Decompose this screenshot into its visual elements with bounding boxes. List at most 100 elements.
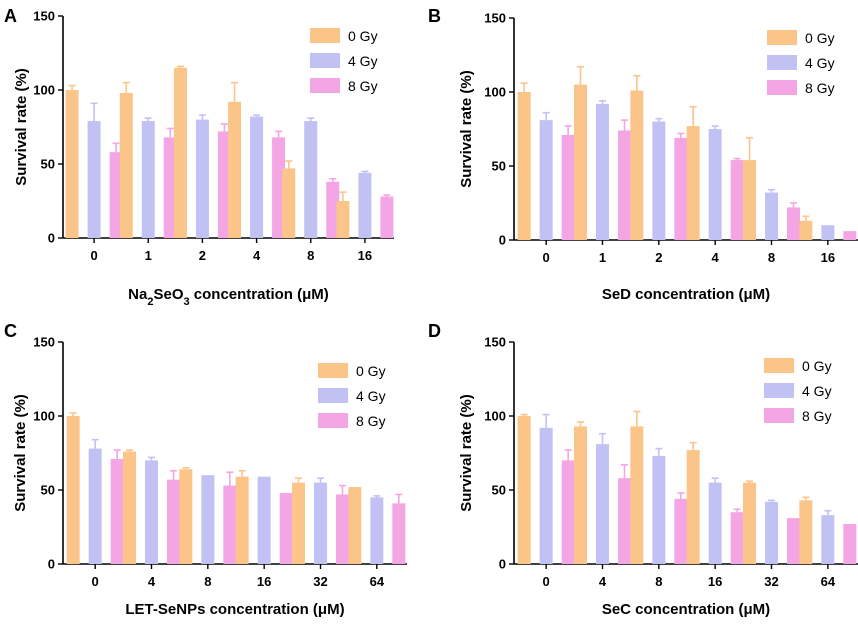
- panel-d-bar: [652, 455, 666, 564]
- panel-d-legend-swatch: [764, 358, 794, 373]
- panel-b-bar: [630, 90, 644, 241]
- panel-d-x-tick-label: 16: [708, 574, 722, 589]
- panel-a-bar: [195, 119, 209, 238]
- panel-b-x-axis-title: SeD concentration (μM): [602, 286, 770, 303]
- panel-a-y-tick-label: 0: [48, 231, 55, 246]
- panel-b-legend-swatch: [767, 55, 797, 70]
- panel-a-bar: [336, 201, 350, 238]
- panel-a-bar: [358, 172, 372, 238]
- panel-d-bar: [708, 482, 722, 564]
- panel-c-x-tick-label: 64: [370, 574, 385, 589]
- panel-a-x-tick-label: 1: [145, 248, 152, 263]
- panel-d-bar: [787, 518, 800, 564]
- panel-b-y-axis-title: Survival rate (%): [458, 70, 475, 188]
- panel-a-y-tick-label: 50: [41, 157, 55, 172]
- panel-c-bar: [392, 503, 406, 564]
- panel-c-bar: [201, 475, 215, 564]
- panel-a-legend-swatch: [310, 78, 340, 93]
- panel-a-bar: [65, 90, 79, 238]
- panel-a-bar: [272, 137, 286, 238]
- panel-c-legend-label: 4 Gy: [356, 388, 386, 404]
- panel-c-legend-swatch: [318, 388, 348, 403]
- panel-b-bar: [618, 130, 631, 240]
- panel-a-x-tick-label: 4: [253, 248, 261, 263]
- panel-a-legend-swatch: [310, 28, 340, 43]
- panel-c-legend-label: 8 Gy: [356, 413, 386, 429]
- panel-a-bar: [119, 92, 133, 239]
- panel-c: C 0 50 100 150 0 4 8 16 32 64 LET-SeNPs concentrati…: [4, 321, 407, 618]
- panel-c-y-tick-label: 150: [33, 335, 55, 350]
- panel-d-y-tick-label: 100: [484, 409, 506, 424]
- panel-b-x-tick-label: 4: [712, 250, 720, 265]
- panel-a-bar: [163, 137, 177, 238]
- panel-b: B 0 50 100 150 0 1 2 4 8 16 SeD concentration (μM) S…: [428, 6, 858, 303]
- panel-b-y-tick-label: 150: [484, 11, 506, 26]
- panel-b-x-tick-label: 16: [821, 250, 835, 265]
- panel-d-bar: [743, 482, 756, 564]
- panel-a-x-tick-label: 8: [307, 248, 314, 263]
- panel-b-bar: [730, 160, 744, 240]
- panel-a-legend-label: 8 Gy: [348, 78, 378, 94]
- panel-d-x-tick-label: 8: [655, 574, 662, 589]
- panel-c-bar: [223, 485, 237, 564]
- panel-d-x-tick-label: 64: [821, 574, 836, 589]
- panel-d-bar: [574, 426, 587, 564]
- panel-d-bar: [821, 515, 835, 564]
- panel-d-bar: [686, 450, 700, 564]
- panel-a-bar: [173, 67, 187, 238]
- panel-a-bar: [217, 131, 231, 238]
- panel-a-bar: [380, 196, 394, 238]
- panel-b-y-tick-label: 50: [492, 159, 506, 174]
- panel-a: A 0 50 100 150 0 1 2 4 8 16 Na2SeO3 concentration (…: [4, 6, 394, 308]
- panel-b-legend-label: 8 Gy: [805, 80, 835, 96]
- panel-a-label: A: [4, 6, 17, 26]
- panel-c-bar: [370, 497, 384, 564]
- panel-c-bar: [167, 479, 180, 564]
- panel-d-bar: [843, 524, 857, 564]
- panel-c-legend-swatch: [318, 363, 348, 378]
- panel-c-bar: [314, 482, 327, 564]
- panel-d-y-tick-label: 150: [484, 335, 506, 350]
- panel-a-legend-label: 0 Gy: [348, 28, 378, 44]
- panel-c-bar: [145, 460, 158, 564]
- panel-b-bar: [561, 134, 575, 240]
- panel-d-bar: [517, 416, 531, 564]
- panel-c-y-tick-label: 0: [48, 557, 55, 572]
- panel-d-bar: [674, 498, 688, 564]
- panel-a-bar: [87, 121, 101, 238]
- panel-c-legend-label: 0 Gy: [356, 363, 386, 379]
- panel-d-legend-swatch: [764, 408, 794, 423]
- panel-d-bar: [618, 478, 631, 564]
- panel-d-legend-label: 4 Gy: [802, 383, 832, 399]
- panel-d-bar: [799, 500, 813, 564]
- panel-d: D 0 50 100 150 0 4 8 16 32 64 SeC concentration (μM…: [428, 321, 858, 618]
- panel-b-bar: [517, 92, 531, 240]
- panel-b-bar: [743, 160, 756, 240]
- panel-c-bar: [235, 476, 249, 564]
- panel-d-legend-swatch: [764, 383, 794, 398]
- panel-b-bar: [843, 231, 857, 240]
- panel-c-y-tick-label: 50: [41, 483, 55, 498]
- panel-a-bar: [250, 116, 264, 238]
- panel-c-bar: [336, 494, 349, 564]
- panel-b-x-tick-label: 0: [543, 250, 550, 265]
- panel-d-label: D: [428, 321, 441, 341]
- panel-a-bar: [326, 181, 340, 238]
- panel-b-bar: [765, 192, 778, 240]
- panel-b-bar: [539, 120, 553, 240]
- panel-b-bar: [652, 121, 666, 240]
- panel-a-bar: [282, 168, 296, 238]
- panel-b-bar: [708, 129, 722, 240]
- panel-c-x-tick-label: 4: [148, 574, 156, 589]
- panel-c-bar: [179, 469, 193, 564]
- panel-a-legend-swatch: [310, 53, 340, 68]
- panel-c-bar: [257, 476, 271, 564]
- panel-a-bar: [304, 121, 318, 238]
- panel-c-x-tick-label: 16: [257, 574, 271, 589]
- panel-b-bar: [799, 220, 813, 240]
- panel-a-y-tick-label: 100: [33, 83, 55, 98]
- panel-c-x-tick-label: 8: [204, 574, 211, 589]
- panel-b-bar: [674, 137, 688, 240]
- panel-b-legend-label: 0 Gy: [805, 30, 835, 46]
